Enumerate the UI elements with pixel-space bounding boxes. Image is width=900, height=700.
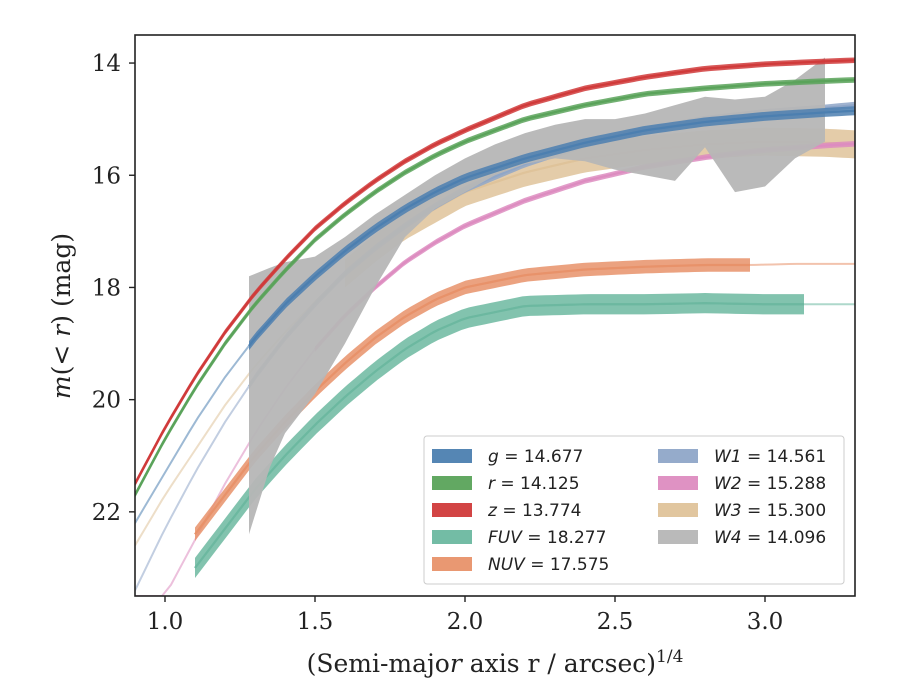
legend-item-z: z = 13.774 (432, 501, 581, 521)
series-w2-band (315, 141, 855, 352)
legend-item-g: g = 14.677 (432, 447, 583, 467)
legend-swatch (658, 530, 698, 544)
series-fuv (194, 293, 855, 579)
plot-frame (134, 34, 856, 597)
y-tick-label: 18 (92, 275, 121, 301)
legend-swatch (658, 449, 698, 463)
legend-item-fuv: FUV = 18.277 (432, 528, 606, 548)
legend-item-w4: W4 = 14.096 (658, 528, 826, 548)
plot-area (135, 57, 855, 596)
legend-swatch (432, 503, 472, 517)
legend-item-nuv: NUV = 17.575 (432, 555, 609, 575)
legend-label: W3 = 15.300 (714, 501, 826, 521)
legend-swatch (658, 503, 698, 517)
legend: g = 14.677 r = 14.125 z = 13.774 FUV = 18.2… (423, 435, 845, 585)
legend-swatch (432, 449, 472, 463)
series-r-line (135, 78, 855, 496)
x-tick-label: 1.5 (297, 609, 334, 635)
y-axis: 14 16 18 20 22 (92, 51, 135, 526)
legend-item-w1: W1 = 14.561 (658, 447, 826, 467)
y-tick-label: 20 (92, 388, 121, 414)
x-tick-label: 3.0 (747, 609, 784, 635)
x-axis-title: (Semi-major axis r / arcsec)1/4 (307, 647, 684, 678)
series-fuv-line (194, 302, 804, 569)
y-axis-title: m(< r) (mag) (47, 233, 76, 399)
legend-label: W2 = 15.288 (714, 474, 826, 494)
series-z (135, 57, 855, 487)
legend-item-w3: W3 = 15.300 (658, 501, 826, 521)
legend-box (423, 435, 845, 585)
y-tick-label: 14 (92, 51, 121, 77)
legend-swatch (432, 530, 472, 544)
series-g (135, 106, 855, 524)
series-g-band (249, 106, 855, 351)
legend-swatch (432, 557, 472, 571)
legend-label: W4 = 14.096 (714, 528, 826, 548)
legend-item-r: r = 14.125 (432, 474, 580, 494)
legend-label: z = 13.774 (487, 501, 581, 521)
legend-label: g = 14.677 (488, 447, 583, 467)
legend-label: NUV = 17.575 (488, 555, 609, 575)
x-axis: 1.0 1.5 2.0 2.5 3.0 (147, 596, 784, 635)
x-tick-label: 2.5 (597, 609, 634, 635)
x-tick-label: 1.0 (147, 609, 184, 635)
legend-label: FUV = 18.277 (488, 528, 606, 548)
series-g-line (248, 109, 855, 347)
x-tick-label: 2.0 (447, 609, 484, 635)
series-r (135, 77, 855, 498)
legend-label: r = 14.125 (488, 474, 580, 494)
legend-label: W1 = 14.561 (714, 447, 826, 467)
legend-swatch (658, 476, 698, 490)
series-z-line (135, 59, 855, 485)
y-tick-label: 22 (92, 500, 121, 526)
y-tick-label: 16 (92, 163, 121, 189)
legend-item-w2: W2 = 15.288 (658, 474, 826, 494)
legend-swatch (432, 476, 472, 490)
